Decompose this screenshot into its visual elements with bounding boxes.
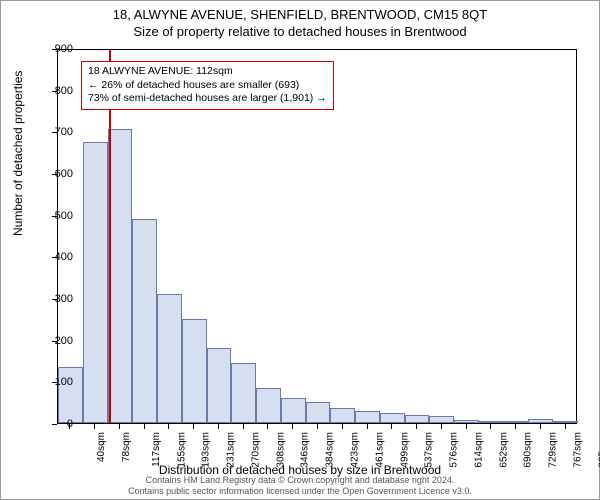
histogram-bar: [132, 219, 157, 423]
histogram-bar: [429, 416, 454, 424]
histogram-bar: [207, 348, 232, 423]
y-tick-label: 300: [55, 293, 73, 305]
x-tick-label: 423sqm: [350, 432, 361, 468]
histogram-bar: [108, 129, 133, 423]
x-tick-mark: [243, 424, 244, 429]
x-tick-mark: [565, 424, 566, 429]
info-box: 18 ALWYNE AVENUE: 112sqm ← 26% of detach…: [81, 61, 334, 110]
info-line-3: 73% of semi-detached houses are larger (…: [88, 92, 327, 106]
x-tick-mark: [342, 424, 343, 429]
info-line-2: ← 26% of detached houses are smaller (69…: [88, 79, 327, 93]
x-tick-mark: [317, 424, 318, 429]
histogram-bar: [380, 413, 405, 423]
footer: Contains HM Land Registry data © Crown c…: [1, 475, 599, 497]
x-tick-mark: [490, 424, 491, 429]
histogram-bar: [306, 402, 331, 423]
y-tick-label: 200: [55, 335, 73, 347]
x-tick-mark: [267, 424, 268, 429]
y-tick-mark: [52, 424, 57, 425]
x-tick-label: 614sqm: [473, 432, 484, 468]
histogram-bar: [256, 388, 281, 423]
x-tick-label: 576sqm: [449, 432, 460, 468]
x-tick-label: 384sqm: [325, 432, 336, 468]
histogram-bar: [330, 408, 355, 423]
x-tick-label: 270sqm: [251, 432, 262, 468]
histogram-bar: [504, 421, 529, 423]
info-line-1: 18 ALWYNE AVENUE: 112sqm: [88, 65, 327, 79]
chart-container: 18, ALWYNE AVENUE, SHENFIELD, BRENTWOOD,…: [0, 0, 600, 500]
histogram-bar: [528, 419, 553, 423]
x-tick-label: 690sqm: [523, 432, 534, 468]
x-tick-mark: [119, 424, 120, 429]
footer-line-2: Contains public sector information licen…: [1, 486, 599, 497]
histogram-bar: [182, 319, 207, 423]
histogram-bar: [479, 421, 504, 423]
x-tick-label: 499sqm: [399, 432, 410, 468]
footer-line-1: Contains HM Land Registry data © Crown c…: [1, 475, 599, 486]
x-tick-mark: [144, 424, 145, 429]
y-tick-label: 400: [55, 251, 73, 263]
x-tick-label: 78sqm: [121, 432, 132, 462]
x-tick-mark: [168, 424, 169, 429]
chart-title-main: 18, ALWYNE AVENUE, SHENFIELD, BRENTWOOD,…: [1, 1, 599, 22]
y-axis-title: Number of detached properties: [11, 71, 25, 236]
histogram-bar: [454, 420, 479, 423]
histogram-bar: [58, 367, 83, 423]
x-tick-label: 308sqm: [275, 432, 286, 468]
y-tick-label: 600: [55, 168, 73, 180]
x-tick-label: 346sqm: [300, 432, 311, 468]
x-tick-mark: [292, 424, 293, 429]
x-tick-label: 652sqm: [498, 432, 509, 468]
y-tick-label: 700: [55, 126, 73, 138]
y-tick-label: 800: [55, 85, 73, 97]
x-tick-mark: [94, 424, 95, 429]
x-tick-mark: [515, 424, 516, 429]
x-tick-mark: [540, 424, 541, 429]
histogram-bar: [157, 294, 182, 423]
y-tick-label: 100: [55, 376, 73, 388]
histogram-bar: [553, 421, 578, 423]
x-tick-label: 155sqm: [176, 432, 187, 468]
y-tick-label: 0: [67, 418, 73, 430]
x-tick-mark: [441, 424, 442, 429]
x-tick-mark: [218, 424, 219, 429]
x-tick-label: 537sqm: [424, 432, 435, 468]
x-tick-label: 40sqm: [96, 432, 107, 462]
x-tick-label: 193sqm: [201, 432, 212, 468]
histogram-bar: [405, 415, 430, 423]
x-tick-label: 117sqm: [151, 432, 162, 467]
x-tick-label: 729sqm: [548, 432, 559, 468]
y-tick-label: 900: [55, 43, 73, 55]
x-tick-mark: [416, 424, 417, 429]
histogram-bar: [83, 142, 108, 423]
x-tick-mark: [367, 424, 368, 429]
chart-title-sub: Size of property relative to detached ho…: [1, 22, 599, 39]
x-tick-mark: [193, 424, 194, 429]
histogram-bar: [281, 398, 306, 423]
histogram-bar: [355, 411, 380, 424]
x-tick-mark: [391, 424, 392, 429]
y-tick-label: 500: [55, 210, 73, 222]
x-tick-label: 461sqm: [374, 432, 385, 468]
histogram-bar: [231, 363, 256, 423]
x-tick-label: 767sqm: [572, 432, 583, 468]
x-tick-mark: [466, 424, 467, 429]
x-tick-label: 231sqm: [226, 432, 237, 468]
